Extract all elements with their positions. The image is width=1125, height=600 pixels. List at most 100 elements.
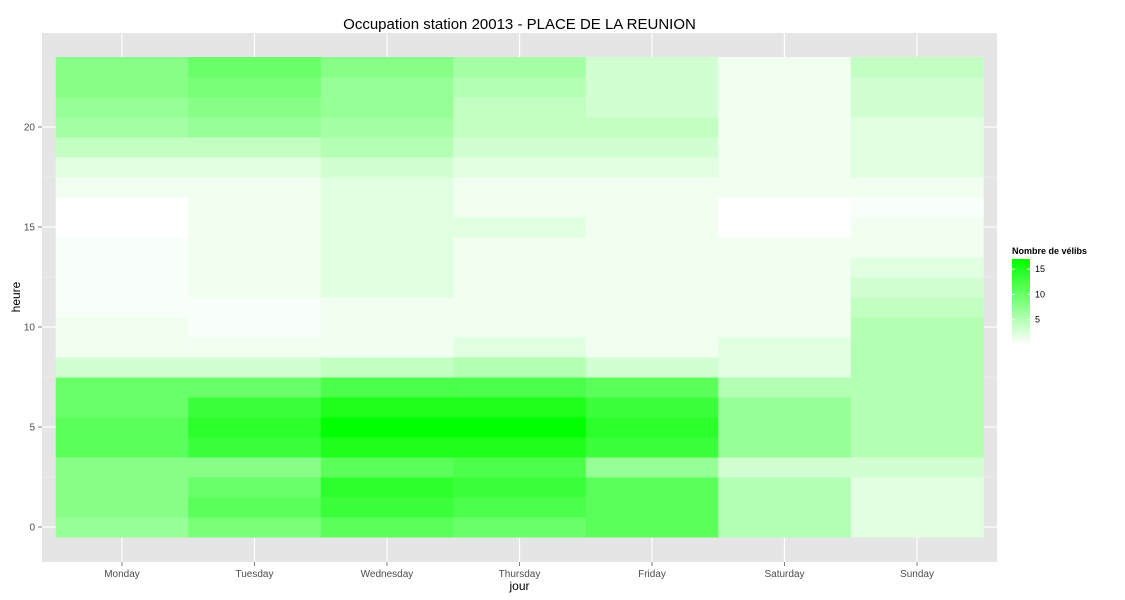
- heatmap-tile-sunday-9: [850, 337, 984, 358]
- heatmap-tile-monday-10: [55, 317, 189, 338]
- heatmap-tile-friday-7: [585, 377, 719, 398]
- heatmap-tile-friday-12: [585, 277, 719, 298]
- heatmap-tile-saturday-13: [718, 257, 852, 278]
- heatmap-tile-sunday-2: [850, 477, 984, 498]
- heatmap-tile-thursday-15: [453, 217, 587, 238]
- heatmap-tile-sunday-6: [850, 397, 984, 418]
- heatmap-tile-tuesday-16: [188, 197, 322, 218]
- heatmap-tile-wednesday-5: [320, 417, 454, 438]
- heatmap-tile-monday-21: [55, 97, 189, 118]
- heatmap-tile-thursday-11: [453, 297, 587, 318]
- heatmap-tile-friday-4: [585, 437, 719, 458]
- heatmap-tile-thursday-9: [453, 337, 587, 358]
- heatmap-tile-wednesday-23: [320, 57, 454, 78]
- heatmap-tile-saturday-14: [718, 237, 852, 258]
- y-axis-title: heure: [9, 281, 23, 312]
- heatmap-tile-saturday-5: [718, 417, 852, 438]
- heatmap-tile-thursday-7: [453, 377, 587, 398]
- heatmap-tile-friday-17: [585, 177, 719, 198]
- heatmap-tile-monday-14: [55, 237, 189, 258]
- heatmap-tile-thursday-3: [453, 457, 587, 478]
- legend-label-10: 10: [1035, 289, 1045, 299]
- heatmap-tile-wednesday-4: [320, 437, 454, 458]
- heatmap-tile-saturday-17: [718, 177, 852, 198]
- heatmap-tile-friday-19: [585, 137, 719, 158]
- heatmap-tile-wednesday-12: [320, 277, 454, 298]
- heatmap-tile-sunday-4: [850, 437, 984, 458]
- heatmap-tile-thursday-12: [453, 277, 587, 298]
- heatmap-tile-thursday-0: [453, 517, 587, 538]
- heatmap-tile-saturday-16: [718, 197, 852, 218]
- heatmap-tile-wednesday-9: [320, 337, 454, 358]
- x-tick-label-thursday: Thursday: [499, 569, 541, 580]
- heatmap-tile-sunday-5: [850, 417, 984, 438]
- chart-title: Occupation station 20013 - PLACE DE LA R…: [343, 16, 696, 33]
- heatmap-tile-sunday-22: [850, 77, 984, 98]
- heatmap-tile-wednesday-18: [320, 157, 454, 178]
- heatmap-tile-friday-20: [585, 117, 719, 138]
- heatmap-tile-tuesday-3: [188, 457, 322, 478]
- heatmap-tile-monday-4: [55, 437, 189, 458]
- heatmap-tile-monday-18: [55, 157, 189, 178]
- heatmap-tile-tuesday-6: [188, 397, 322, 418]
- heatmap-tile-saturday-23: [718, 57, 852, 78]
- heatmap-tile-monday-0: [55, 517, 189, 538]
- heatmap-tile-wednesday-21: [320, 97, 454, 118]
- legend: Nombre de vélibs 5 10 15: [1012, 246, 1087, 345]
- heatmap-tile-sunday-10: [850, 317, 984, 338]
- heatmap-tile-friday-13: [585, 257, 719, 278]
- heatmap-tile-tuesday-21: [188, 97, 322, 118]
- heatmap-tiles: [55, 57, 984, 538]
- heatmap-tile-saturday-6: [718, 397, 852, 418]
- heatmap-tile-friday-2: [585, 477, 719, 498]
- heatmap-tile-tuesday-20: [188, 117, 322, 138]
- heatmap-tile-tuesday-7: [188, 377, 322, 398]
- heatmap-tile-wednesday-17: [320, 177, 454, 198]
- heatmap-tile-friday-8: [585, 357, 719, 378]
- heatmap-tile-wednesday-22: [320, 77, 454, 98]
- heatmap-tile-monday-6: [55, 397, 189, 418]
- heatmap-tile-thursday-5: [453, 417, 587, 438]
- heatmap-tile-tuesday-8: [188, 357, 322, 378]
- heatmap-tile-saturday-4: [718, 437, 852, 458]
- y-tick-label-20: 20: [24, 123, 36, 134]
- x-axis-ticks: Monday Tuesday Wednesday Thursday Friday Satu…: [104, 562, 934, 580]
- heatmap-tile-tuesday-22: [188, 77, 322, 98]
- heatmap-tile-friday-16: [585, 197, 719, 218]
- heatmap-tile-wednesday-2: [320, 477, 454, 498]
- x-tick-label-friday: Friday: [638, 569, 666, 580]
- x-tick-label-saturday: Saturday: [764, 569, 804, 580]
- heatmap-tile-sunday-14: [850, 237, 984, 258]
- heatmap-tile-sunday-17: [850, 177, 984, 198]
- heatmap-tile-tuesday-14: [188, 237, 322, 258]
- heatmap-tile-friday-10: [585, 317, 719, 338]
- heatmap-tile-wednesday-1: [320, 497, 454, 518]
- heatmap-tile-wednesday-11: [320, 297, 454, 318]
- heatmap-tile-tuesday-11: [188, 297, 322, 318]
- heatmap-tile-thursday-20: [453, 117, 587, 138]
- heatmap-tile-thursday-21: [453, 97, 587, 118]
- heatmap-tile-tuesday-10: [188, 317, 322, 338]
- heatmap-tile-tuesday-15: [188, 217, 322, 238]
- heatmap-tile-saturday-22: [718, 77, 852, 98]
- x-tick-label-wednesday: Wednesday: [361, 569, 414, 580]
- heatmap-tile-tuesday-18: [188, 157, 322, 178]
- heatmap-tile-wednesday-7: [320, 377, 454, 398]
- y-axis-ticks: 0 5 10 15 20: [24, 123, 42, 534]
- heatmap-tile-monday-11: [55, 297, 189, 318]
- heatmap-tile-monday-13: [55, 257, 189, 278]
- heatmap-tile-thursday-16: [453, 197, 587, 218]
- heatmap-tile-sunday-13: [850, 257, 984, 278]
- x-axis-title: jour: [508, 579, 529, 593]
- y-tick-label-5: 5: [29, 423, 35, 434]
- heatmap-tile-thursday-22: [453, 77, 587, 98]
- heatmap-tile-saturday-0: [718, 517, 852, 538]
- heatmap-tile-thursday-18: [453, 157, 587, 178]
- heatmap-tile-friday-18: [585, 157, 719, 178]
- heatmap-tile-thursday-17: [453, 177, 587, 198]
- heatmap-tile-thursday-14: [453, 237, 587, 258]
- legend-labels: 5 10 15: [1012, 264, 1045, 325]
- heatmap-tile-tuesday-4: [188, 437, 322, 458]
- heatmap-tile-saturday-19: [718, 137, 852, 158]
- heatmap-tile-tuesday-17: [188, 177, 322, 198]
